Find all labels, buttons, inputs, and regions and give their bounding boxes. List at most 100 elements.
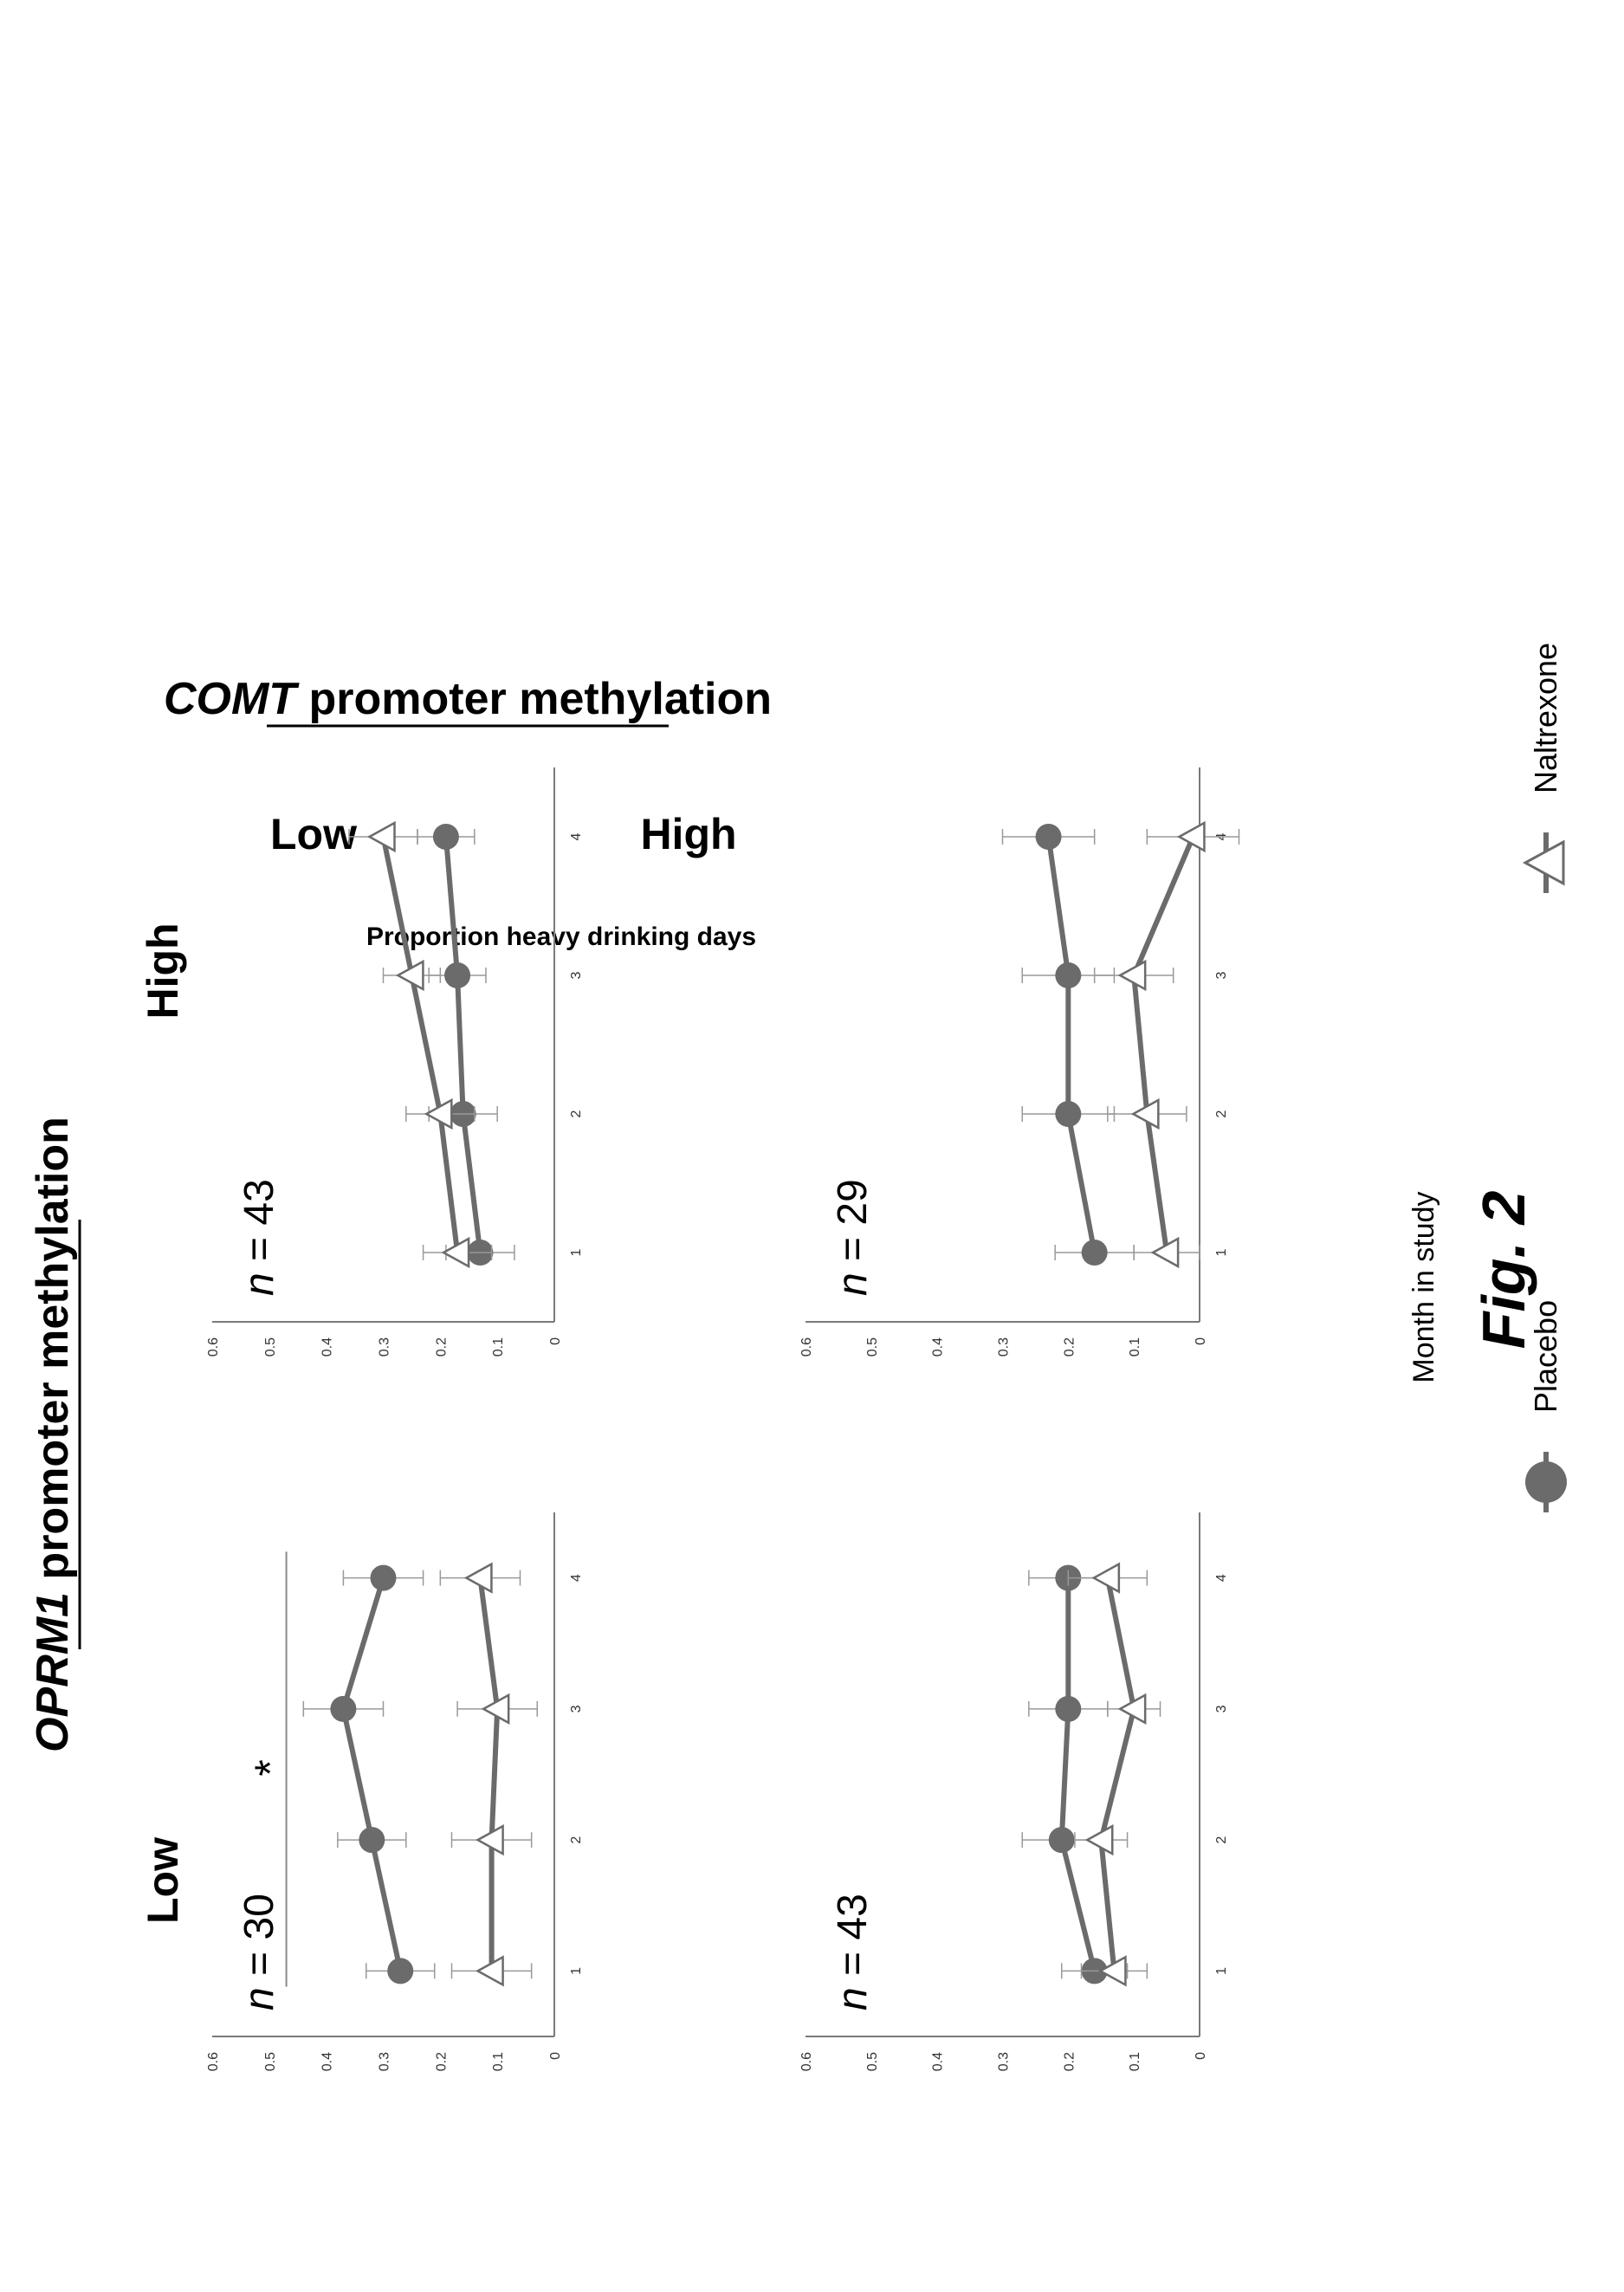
data-point-naltrexone bbox=[441, 1236, 470, 1269]
x-tick-label: 2 bbox=[1214, 1836, 1229, 1844]
legend-naltrexone-label: Naltrexone bbox=[1528, 643, 1563, 793]
y-tick-label: 0.6 bbox=[799, 1337, 814, 1356]
data-point-placebo bbox=[1081, 1240, 1108, 1266]
data-point-placebo bbox=[432, 824, 459, 850]
y-tick-label: 0 bbox=[1194, 2052, 1208, 2060]
data-point-placebo bbox=[330, 1695, 357, 1722]
n-label: n = 30 bbox=[236, 1894, 282, 2010]
row-title-high: High bbox=[640, 810, 736, 858]
y-tick-label: 0.2 bbox=[434, 2052, 449, 2071]
series-naltrexone bbox=[439, 1562, 538, 1987]
series-line bbox=[1045, 836, 1097, 1253]
data-point-naltrexone bbox=[463, 1562, 493, 1594]
series-line bbox=[477, 1577, 501, 1972]
y-tick-label: 0.4 bbox=[931, 2052, 946, 2071]
y-tick-label: 0.1 bbox=[1128, 1337, 1142, 1356]
x-tick-label: 4 bbox=[569, 832, 584, 840]
data-point-placebo bbox=[370, 1564, 397, 1591]
x-tick-label: 1 bbox=[569, 1248, 584, 1256]
y-tick-label: 0.1 bbox=[1128, 2052, 1142, 2071]
series-placebo bbox=[417, 824, 515, 1266]
x-tick-label: 1 bbox=[1214, 1967, 1229, 1975]
panel-3: 0 0.1 0.2 0.3 0.4 0.5 0.6 1 2 3 4 n = 43 bbox=[799, 1512, 1229, 2071]
data-point-placebo bbox=[1035, 824, 1062, 850]
data-point-naltrexone bbox=[481, 1693, 510, 1725]
series-line bbox=[380, 836, 461, 1253]
y-tick-label: 0.1 bbox=[491, 1337, 506, 1356]
y-tick-label: 0.2 bbox=[1062, 1337, 1077, 1356]
y-tick-label: 0.6 bbox=[206, 1337, 221, 1356]
x-axis-label: Month in study bbox=[1407, 1191, 1440, 1382]
legend-placebo-marker bbox=[1525, 1461, 1567, 1503]
y-tick-label: 0.2 bbox=[1062, 2052, 1077, 2071]
n-label: n = 43 bbox=[236, 1179, 282, 1296]
data-point-placebo bbox=[387, 1958, 414, 1984]
y-tick-label: 0.3 bbox=[378, 2052, 392, 2071]
y-tick-label: 0.6 bbox=[799, 2052, 814, 2071]
n-label-symbol: n bbox=[236, 1987, 282, 2010]
data-point-placebo bbox=[444, 962, 471, 988]
y-tick-label: 0.3 bbox=[997, 1337, 1012, 1356]
y-tick-label: 0 bbox=[1194, 1337, 1208, 1345]
y-tick-label: 0.3 bbox=[997, 2052, 1012, 2071]
comt-title: COMT promoter methylation bbox=[164, 674, 772, 724]
series-placebo bbox=[1001, 824, 1135, 1266]
x-tick-label: 3 bbox=[1214, 1705, 1229, 1713]
n-label-value: = 43 bbox=[236, 1179, 282, 1272]
x-tick-label: 3 bbox=[1214, 971, 1229, 979]
data-point-naltrexone bbox=[1084, 1824, 1114, 1856]
comt-title-group: COMT promoter methylation bbox=[164, 674, 772, 728]
data-point-placebo bbox=[1048, 1827, 1075, 1854]
legend-item-placebo: Placebo bbox=[1525, 1300, 1567, 1512]
data-point-naltrexone bbox=[475, 1955, 504, 1987]
y-tick-label: 0.5 bbox=[263, 1337, 278, 1356]
oprm1-title-rest: promoter methylation bbox=[28, 1117, 78, 1592]
row-title-low: Low bbox=[270, 810, 357, 858]
x-tick-label: 3 bbox=[569, 971, 584, 979]
y-tick-label: 0.2 bbox=[434, 1337, 449, 1356]
oprm1-title: OPRM1 promoter methylation bbox=[28, 1117, 78, 1752]
data-point-naltrexone bbox=[1117, 1693, 1147, 1725]
n-label: n = 43 bbox=[830, 1894, 876, 2010]
figure-label: Fig. 2 bbox=[1470, 1191, 1537, 1350]
x-tick-label: 3 bbox=[569, 1705, 584, 1713]
series-line bbox=[1058, 1577, 1097, 1972]
series-line bbox=[1098, 1577, 1137, 1972]
y-tick-label: 0 bbox=[548, 2052, 563, 2060]
x-tick-label: 2 bbox=[569, 1836, 584, 1844]
comt-title-italic: COMT bbox=[164, 674, 300, 724]
data-point-naltrexone bbox=[1097, 1955, 1127, 1987]
n-label-value: = 29 bbox=[830, 1179, 876, 1272]
n-label-value: = 30 bbox=[236, 1894, 282, 1987]
data-point-naltrexone bbox=[395, 959, 424, 992]
panel-1: 0 0.1 0.2 0.3 0.4 0.5 0.6 1 2 3 4 n = 30 * bbox=[206, 1512, 584, 2071]
legend-item-naltrexone: Naltrexone bbox=[1522, 643, 1565, 893]
data-point-placebo bbox=[359, 1827, 385, 1854]
x-tick-label: 1 bbox=[1214, 1248, 1229, 1256]
legend: Placebo Naltrexone bbox=[1522, 643, 1567, 1512]
n-label-symbol: n bbox=[236, 1272, 282, 1296]
data-point-naltrexone bbox=[424, 1097, 453, 1130]
data-point-placebo bbox=[1055, 1101, 1082, 1127]
col-title-low: Low bbox=[139, 1837, 187, 1924]
y-tick-label: 0.1 bbox=[491, 2052, 506, 2071]
n-label-symbol: n bbox=[830, 1987, 876, 2010]
data-point-placebo bbox=[1055, 962, 1082, 988]
x-tick-label: 2 bbox=[1214, 1110, 1229, 1117]
data-point-naltrexone bbox=[1091, 1562, 1121, 1594]
data-point-placebo bbox=[1055, 1695, 1082, 1722]
n-label-value: = 43 bbox=[830, 1894, 876, 1987]
x-tick-label: 1 bbox=[569, 1967, 584, 1975]
x-tick-label: 2 bbox=[569, 1110, 584, 1117]
y-tick-label: 0.4 bbox=[931, 1337, 946, 1356]
y-tick-label: 0.5 bbox=[263, 2052, 278, 2071]
y-tick-label: 0.4 bbox=[320, 1337, 335, 1356]
series-naltrexone bbox=[1067, 1562, 1161, 1987]
x-tick-label: 4 bbox=[569, 1574, 584, 1582]
series-naltrexone bbox=[1093, 820, 1240, 1269]
y-axis-label: Proportion heavy drinking days bbox=[366, 923, 756, 951]
